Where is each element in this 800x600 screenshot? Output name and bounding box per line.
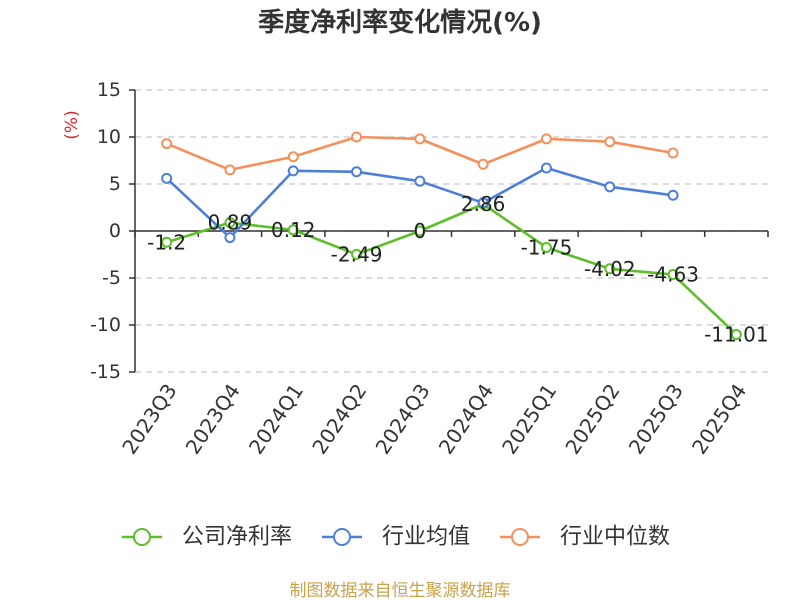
legend-item-industry-median[interactable]: 行业中位数 xyxy=(500,525,670,550)
data-point xyxy=(730,328,742,340)
source-note: 制图数据来自恒生聚源数据库 xyxy=(290,581,511,600)
series-0 xyxy=(161,198,742,340)
y-tick-label: -5 xyxy=(102,267,121,289)
data-label: 2.86 xyxy=(461,192,506,216)
data-point xyxy=(351,131,363,143)
data-label: -2.49 xyxy=(331,242,383,266)
data-label: 0.12 xyxy=(271,218,316,242)
x-tick-label: 2024Q4 xyxy=(434,379,498,458)
data-labels: -1.2 0.89 0.12 -2.49 0 2.86 -1.75 -4.02 -4.63 -11… xyxy=(147,192,768,346)
data-point xyxy=(287,165,299,177)
data-label: 0.89 xyxy=(208,211,253,235)
data-point xyxy=(667,269,679,281)
y-tick-label: 15 xyxy=(97,79,121,101)
data-point xyxy=(161,138,173,150)
data-point xyxy=(224,232,236,244)
data-point xyxy=(477,158,489,170)
data-point xyxy=(351,166,363,178)
y-tick-label: 10 xyxy=(97,126,121,148)
data-point xyxy=(351,248,363,260)
legend-marker xyxy=(133,528,151,546)
x-tick-label: 2025Q1 xyxy=(497,379,561,458)
data-point xyxy=(161,172,173,184)
y-tick-label: 0 xyxy=(109,220,121,242)
data-point xyxy=(287,151,299,163)
x-tick-label: 2025Q2 xyxy=(560,379,624,458)
data-label: -4.02 xyxy=(584,257,636,281)
legend-item-industry-mean[interactable]: 行业均值 xyxy=(322,525,470,550)
x-tick-label: 2025Q4 xyxy=(687,379,751,458)
legend-label: 公司净利率 xyxy=(182,525,292,550)
data-point xyxy=(540,241,552,253)
data-label: -1.2 xyxy=(147,230,186,254)
series-line xyxy=(165,202,738,336)
x-tick-label: 2024Q1 xyxy=(244,379,308,458)
data-label: -4.63 xyxy=(647,263,699,287)
data-point xyxy=(604,136,616,148)
x-tick-label: 2023Q4 xyxy=(181,379,245,458)
x-tick-label: 2023Q3 xyxy=(117,379,181,458)
data-point xyxy=(161,236,173,248)
data-label: -1.75 xyxy=(521,235,573,259)
legend-label: 行业中位数 xyxy=(560,525,670,550)
y-axis-label: (%) xyxy=(62,110,82,139)
data-point xyxy=(224,217,236,229)
data-point xyxy=(604,181,616,193)
legend: 公司净利率 行业均值 行业中位数 xyxy=(122,525,670,550)
y-tick-label: 5 xyxy=(109,173,121,195)
series-1 xyxy=(161,162,679,244)
data-point xyxy=(414,225,426,237)
legend-label: 行业均值 xyxy=(382,525,470,550)
x-tick-label: 2024Q3 xyxy=(371,379,435,458)
data-point xyxy=(667,147,679,159)
data-point xyxy=(224,164,236,176)
data-point xyxy=(287,224,299,236)
data-point xyxy=(667,189,679,201)
y-tick-label: -10 xyxy=(90,314,121,336)
data-label: 0 xyxy=(413,219,426,243)
y-tick-label: -15 xyxy=(90,361,121,383)
data-point xyxy=(604,263,616,275)
x-tick-label: 2024Q2 xyxy=(307,379,371,458)
data-point xyxy=(414,133,426,145)
series-layer xyxy=(161,131,742,340)
series-2 xyxy=(161,131,679,176)
data-point xyxy=(477,197,489,209)
data-point xyxy=(414,175,426,187)
legend-marker xyxy=(511,528,529,546)
data-label: -11.01 xyxy=(704,322,768,346)
legend-item-company-net-margin[interactable]: 公司净利率 xyxy=(122,525,292,550)
data-point xyxy=(540,162,552,174)
data-point xyxy=(540,133,552,145)
x-tick-label: 2025Q3 xyxy=(624,379,688,458)
legend-marker xyxy=(333,528,351,546)
chart-title: 季度净利率变化情况(%) xyxy=(258,7,542,38)
